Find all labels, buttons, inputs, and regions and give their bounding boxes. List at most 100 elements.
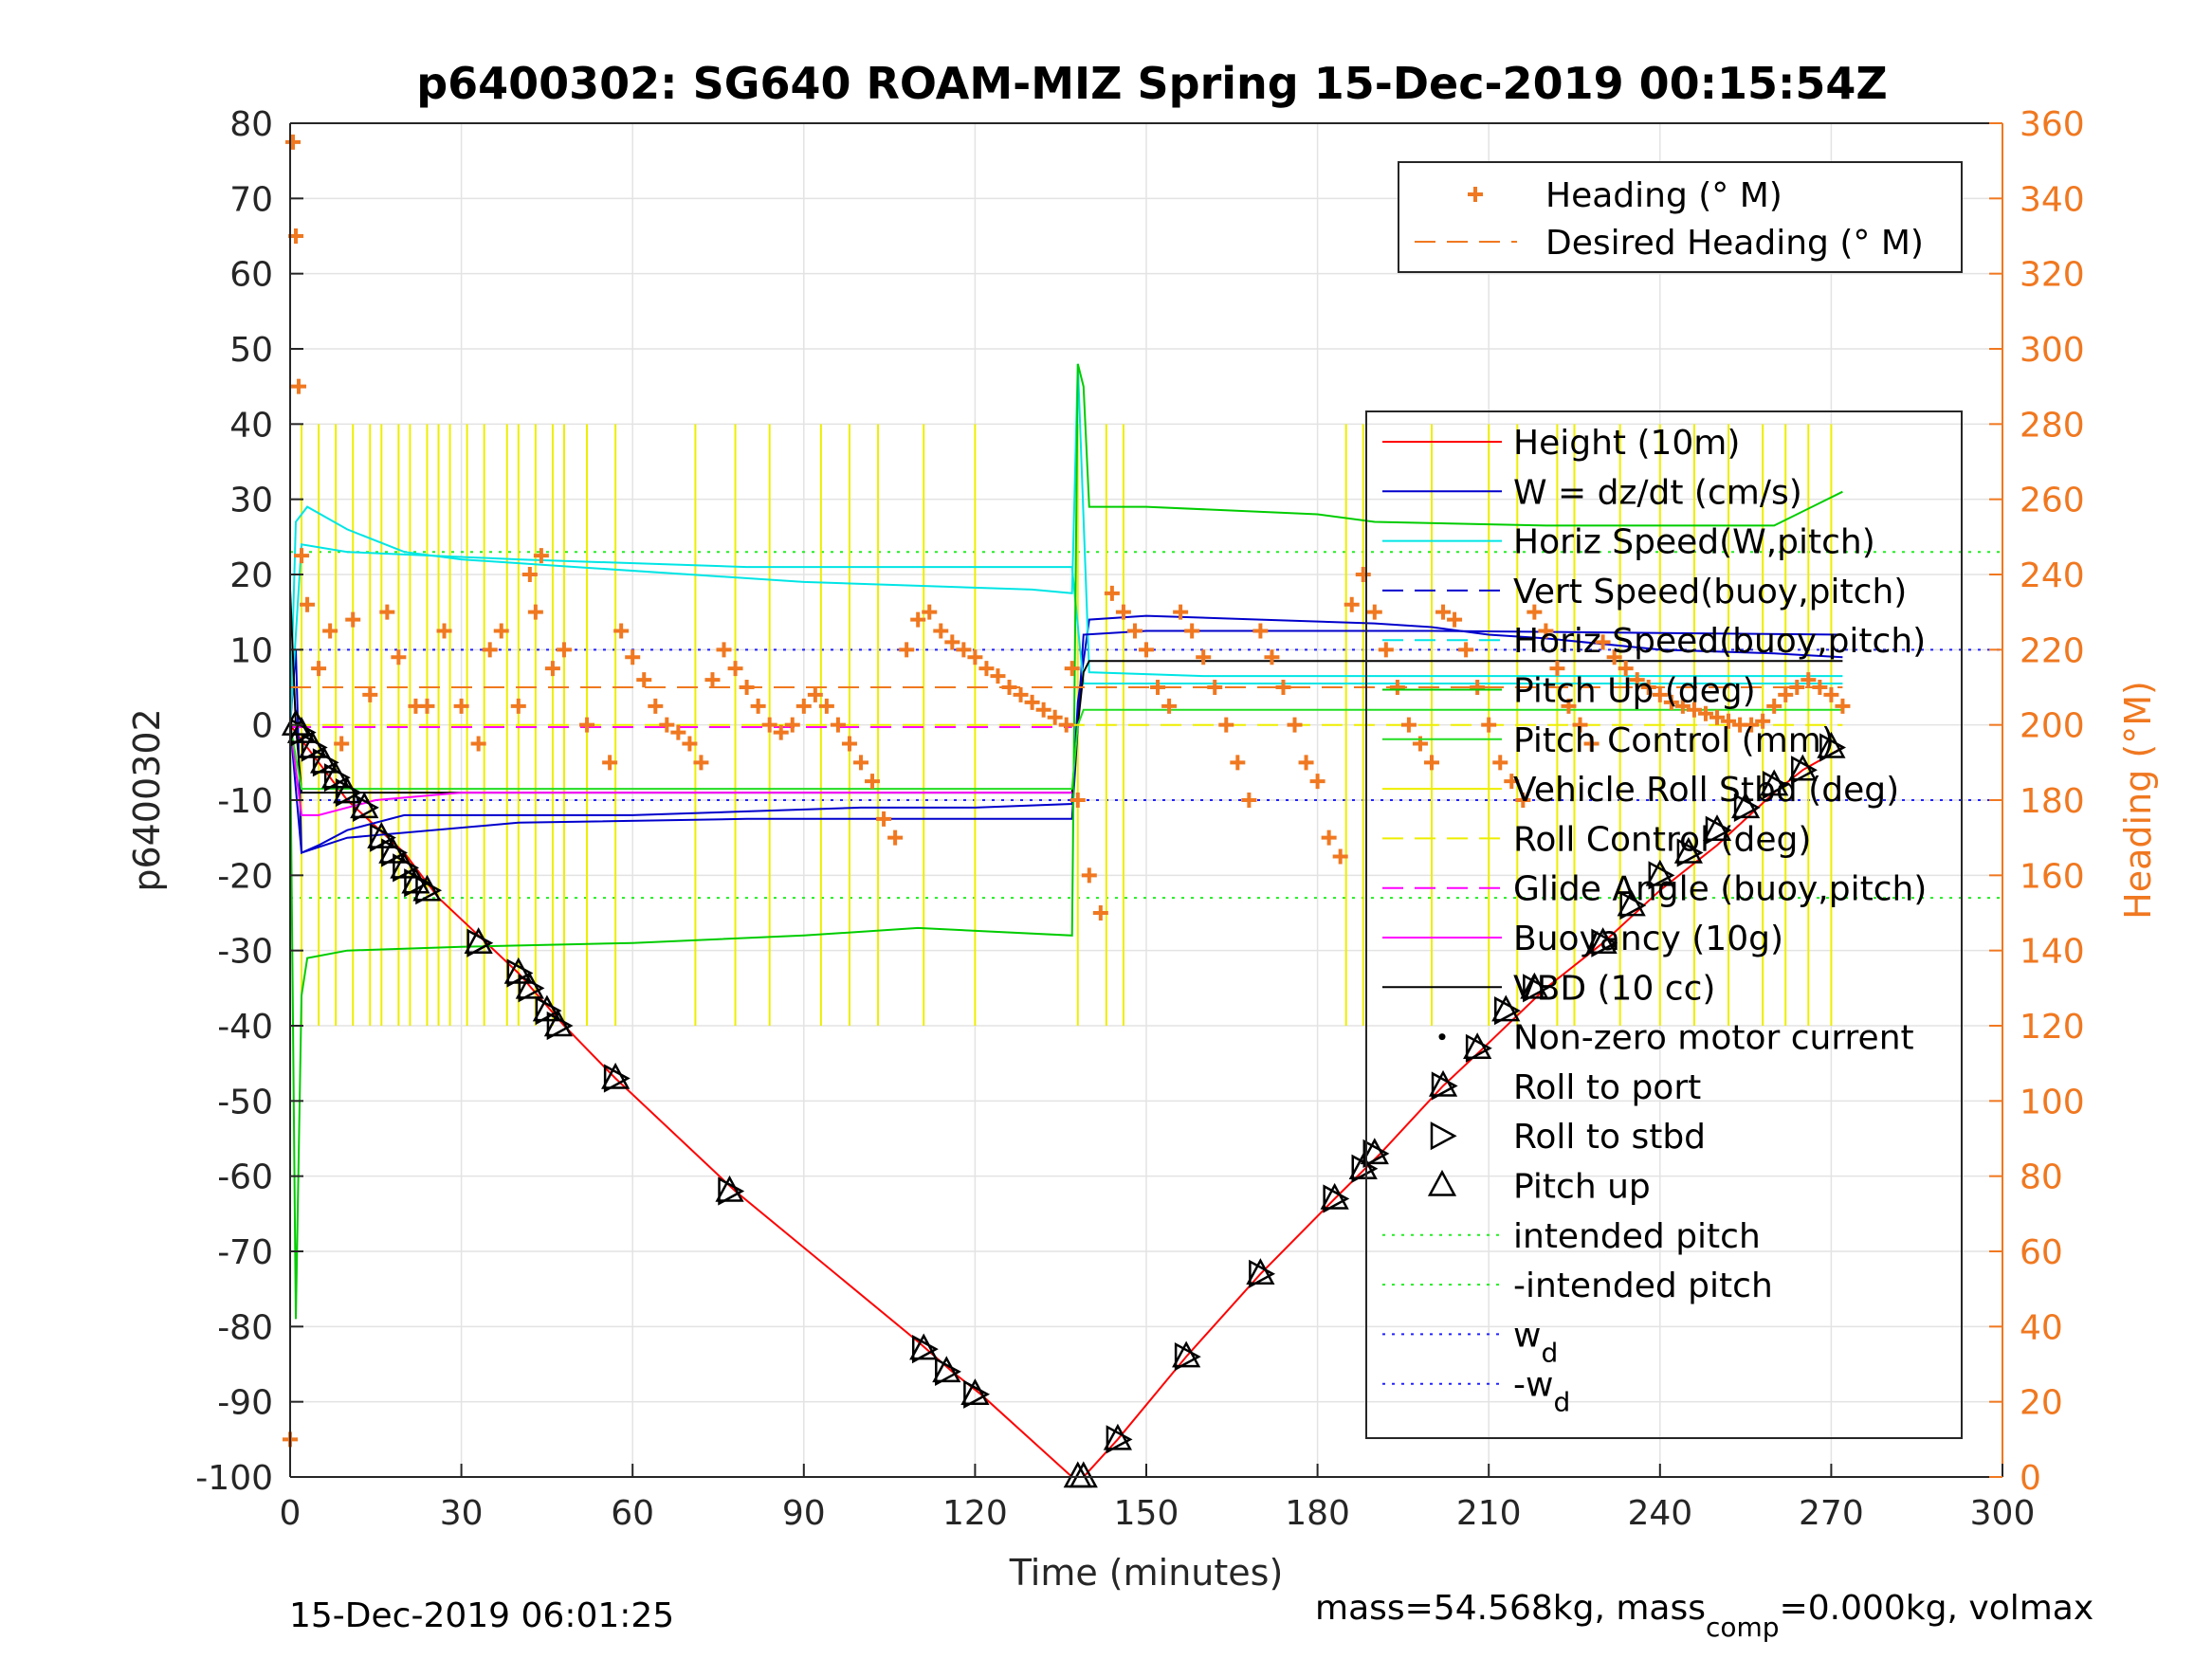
heading-point <box>613 623 630 639</box>
x-tick-label: 150 <box>1114 1494 1179 1533</box>
heading-point <box>1640 680 1656 695</box>
heading-point <box>510 698 526 714</box>
heading-point <box>1241 793 1257 808</box>
heading-point <box>1595 634 1611 650</box>
heading-point <box>1697 705 1713 721</box>
heading-point <box>648 698 664 714</box>
roll-stbd-marker <box>1174 1341 1201 1372</box>
heading-point <box>887 830 904 846</box>
heading-point <box>1561 698 1577 714</box>
heading-point <box>1606 649 1622 665</box>
heading-point <box>1058 717 1074 733</box>
heading-point <box>944 634 960 650</box>
y2-tick-label: 220 <box>2020 631 2085 670</box>
legend-label: W = dz/dt (cm/s) <box>1513 473 1802 512</box>
pitch-up-marker <box>1360 1138 1389 1165</box>
pitch-up-marker <box>715 1175 744 1202</box>
roll-stbd-marker <box>1591 928 1618 957</box>
pitch-up-marker <box>1246 1258 1275 1285</box>
heading-point <box>1287 717 1303 733</box>
chart-title: p6400302: SG640 ROAM-MIZ Spring 15-Dec-2… <box>416 58 1888 109</box>
heading-point <box>727 661 743 677</box>
roll-stbd-marker <box>1819 733 1847 762</box>
series-line <box>289 708 1843 791</box>
heading-point <box>1481 717 1497 733</box>
pitch-up-marker <box>960 1378 990 1405</box>
y2-tick-label: 260 <box>2020 482 2085 520</box>
roll-stbd-marker <box>963 1379 991 1409</box>
roll-stbd-marker <box>1465 1033 1492 1063</box>
legend-label: Pitch Up (deg) <box>1513 672 1756 711</box>
roll-stbd-marker <box>1431 1071 1458 1101</box>
x-tick-label: 210 <box>1456 1494 1522 1533</box>
heading-point <box>1366 604 1382 620</box>
pitch-up-marker <box>1520 972 1549 999</box>
heading-point <box>1504 774 1520 790</box>
roll-stbd-marker <box>1733 793 1761 823</box>
x-axis-ticks: 0 30 60 90 120 150 180 210 240 270 300 <box>280 1464 2035 1533</box>
pitch-up-marker <box>1760 769 1789 796</box>
y2-tick-label: 320 <box>2020 256 2085 295</box>
roll-stbd-marker <box>353 793 379 823</box>
heading-point <box>379 604 395 620</box>
legend-label: Non-zero motor current <box>1513 1019 1914 1058</box>
heading-point <box>436 623 452 639</box>
pitch-up-marker <box>1172 1340 1201 1368</box>
pitch-up-marker <box>1617 889 1646 917</box>
pitch-up-marker <box>1320 1182 1349 1210</box>
series-line <box>289 543 1843 725</box>
roll-stbd-marker <box>466 928 494 957</box>
heading-point <box>1823 686 1839 702</box>
legend-label: Vehicle Roll Stbd (deg) <box>1513 771 1899 810</box>
legend-label: Roll to stbd <box>1513 1118 1706 1157</box>
heading-point <box>1069 793 1086 808</box>
pitch-up-marker <box>1463 1032 1492 1060</box>
heading-point <box>1230 755 1246 771</box>
legend-swatch <box>1468 187 1483 202</box>
heading-point <box>1629 672 1645 688</box>
heading-point <box>784 717 800 733</box>
y-tick-label: -30 <box>217 933 273 972</box>
pitch-up-marker <box>412 874 442 902</box>
y2-axis-label: Heading (°M) <box>2117 681 2159 920</box>
pitch-up-marker <box>1348 1153 1378 1179</box>
y-tick-label: 0 <box>251 707 273 746</box>
roll-stbd-marker <box>1705 815 1732 845</box>
heading-point <box>807 686 823 702</box>
heading-point <box>1538 623 1554 639</box>
roll-stbd-marker <box>911 1335 939 1364</box>
y2-axis-ticks: 3603403203002802602402202001801601401201… <box>1989 105 2085 1498</box>
heading-point <box>1721 713 1737 729</box>
heading-point <box>1549 661 1565 677</box>
heading-point <box>533 548 549 564</box>
heading-point <box>1492 755 1508 771</box>
pitch-up-marker <box>515 972 544 999</box>
y-tick-label: -20 <box>217 857 273 896</box>
y-tick-label: -80 <box>217 1308 273 1347</box>
heading-point <box>761 717 777 733</box>
roll-stbd-marker <box>718 1176 745 1206</box>
legend-label: Desired Heading (° M) <box>1545 224 1924 263</box>
heading-point <box>1686 702 1702 718</box>
roll-stbd-marker <box>1494 996 1521 1026</box>
x-tick-label: 270 <box>1799 1494 1864 1533</box>
heading-point <box>1778 686 1794 702</box>
heading-point <box>865 774 881 790</box>
heading-point <box>1400 717 1417 733</box>
heading-point <box>795 698 812 714</box>
roll-stbd-marker <box>1106 1425 1133 1454</box>
heading-point <box>300 596 316 612</box>
roll-stbd-marker <box>335 777 362 808</box>
legend-label: -intended pitch <box>1513 1267 1773 1305</box>
heading-point <box>1344 596 1360 612</box>
heading-point <box>636 672 652 688</box>
y-tick-label: 70 <box>229 180 273 219</box>
y-tick-label: -90 <box>217 1384 273 1423</box>
y-tick-label: 30 <box>229 482 273 520</box>
heading-point <box>556 642 572 658</box>
roll-stbd-marker <box>1323 1184 1350 1213</box>
y2-tick-label: 20 <box>2020 1384 2063 1423</box>
pitch-up-marker <box>543 1010 574 1037</box>
legend-label: Glide Angle (buoy,pitch) <box>1513 870 1927 909</box>
heading-point <box>739 680 755 695</box>
